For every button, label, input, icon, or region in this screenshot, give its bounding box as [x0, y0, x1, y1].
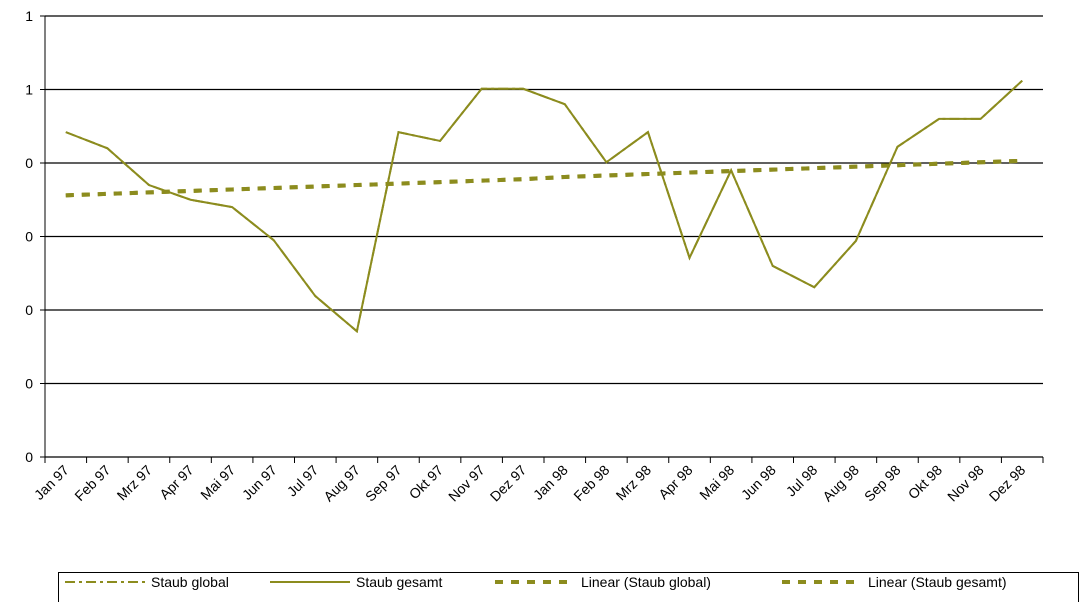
y-tick-label: 1 — [25, 82, 33, 98]
x-tick-label: Jan 97 — [31, 462, 72, 503]
legend-label: Linear (Staub global) — [581, 574, 711, 590]
series-line — [65, 79, 1023, 334]
x-tick-label: Mai 97 — [197, 462, 238, 503]
legend-label: Staub gesamt — [356, 574, 442, 590]
y-tick-label: 0 — [25, 229, 33, 245]
y-tick-label: 0 — [25, 449, 33, 465]
x-tick-label: Okt 98 — [905, 462, 946, 503]
x-tick-label: Feb 97 — [71, 462, 113, 504]
x-tick-label: Aug 98 — [819, 462, 862, 505]
x-tick-label: Nov 97 — [445, 462, 488, 505]
series-line — [65, 79, 1023, 334]
y-tick-label: 0 — [25, 155, 33, 171]
x-tick-label: Apr 97 — [156, 462, 197, 503]
x-tick-label: Apr 98 — [655, 462, 696, 503]
x-tick-label: Sep 98 — [861, 462, 904, 505]
x-tick-label: Aug 97 — [320, 462, 363, 505]
x-tick-label: Okt 97 — [406, 462, 447, 503]
x-tick-label: Dez 98 — [986, 462, 1029, 505]
y-tick-label: 0 — [25, 376, 33, 392]
y-tick-label: 0 — [25, 302, 33, 318]
legend-label: Staub global — [151, 574, 229, 590]
legend-box — [58, 572, 1079, 607]
x-tick-label: Nov 98 — [944, 462, 987, 505]
x-tick-label: Mrz 98 — [613, 462, 655, 504]
x-tick-label: Mai 98 — [696, 462, 737, 503]
x-tick-label: Jun 97 — [239, 462, 280, 503]
x-tick-label: Mrz 97 — [114, 462, 156, 504]
x-tick-label: Jun 98 — [738, 462, 779, 503]
y-tick-label: 1 — [25, 8, 33, 24]
x-tick-label: Jan 98 — [530, 462, 571, 503]
legend-label: Linear (Staub gesamt) — [868, 574, 1007, 590]
x-tick-label: Jul 97 — [284, 462, 322, 500]
x-tick-label: Sep 97 — [362, 462, 405, 505]
x-tick-label: Jul 98 — [783, 462, 821, 500]
x-tick-label: Feb 98 — [570, 462, 612, 504]
x-tick-label: Dez 97 — [487, 462, 530, 505]
